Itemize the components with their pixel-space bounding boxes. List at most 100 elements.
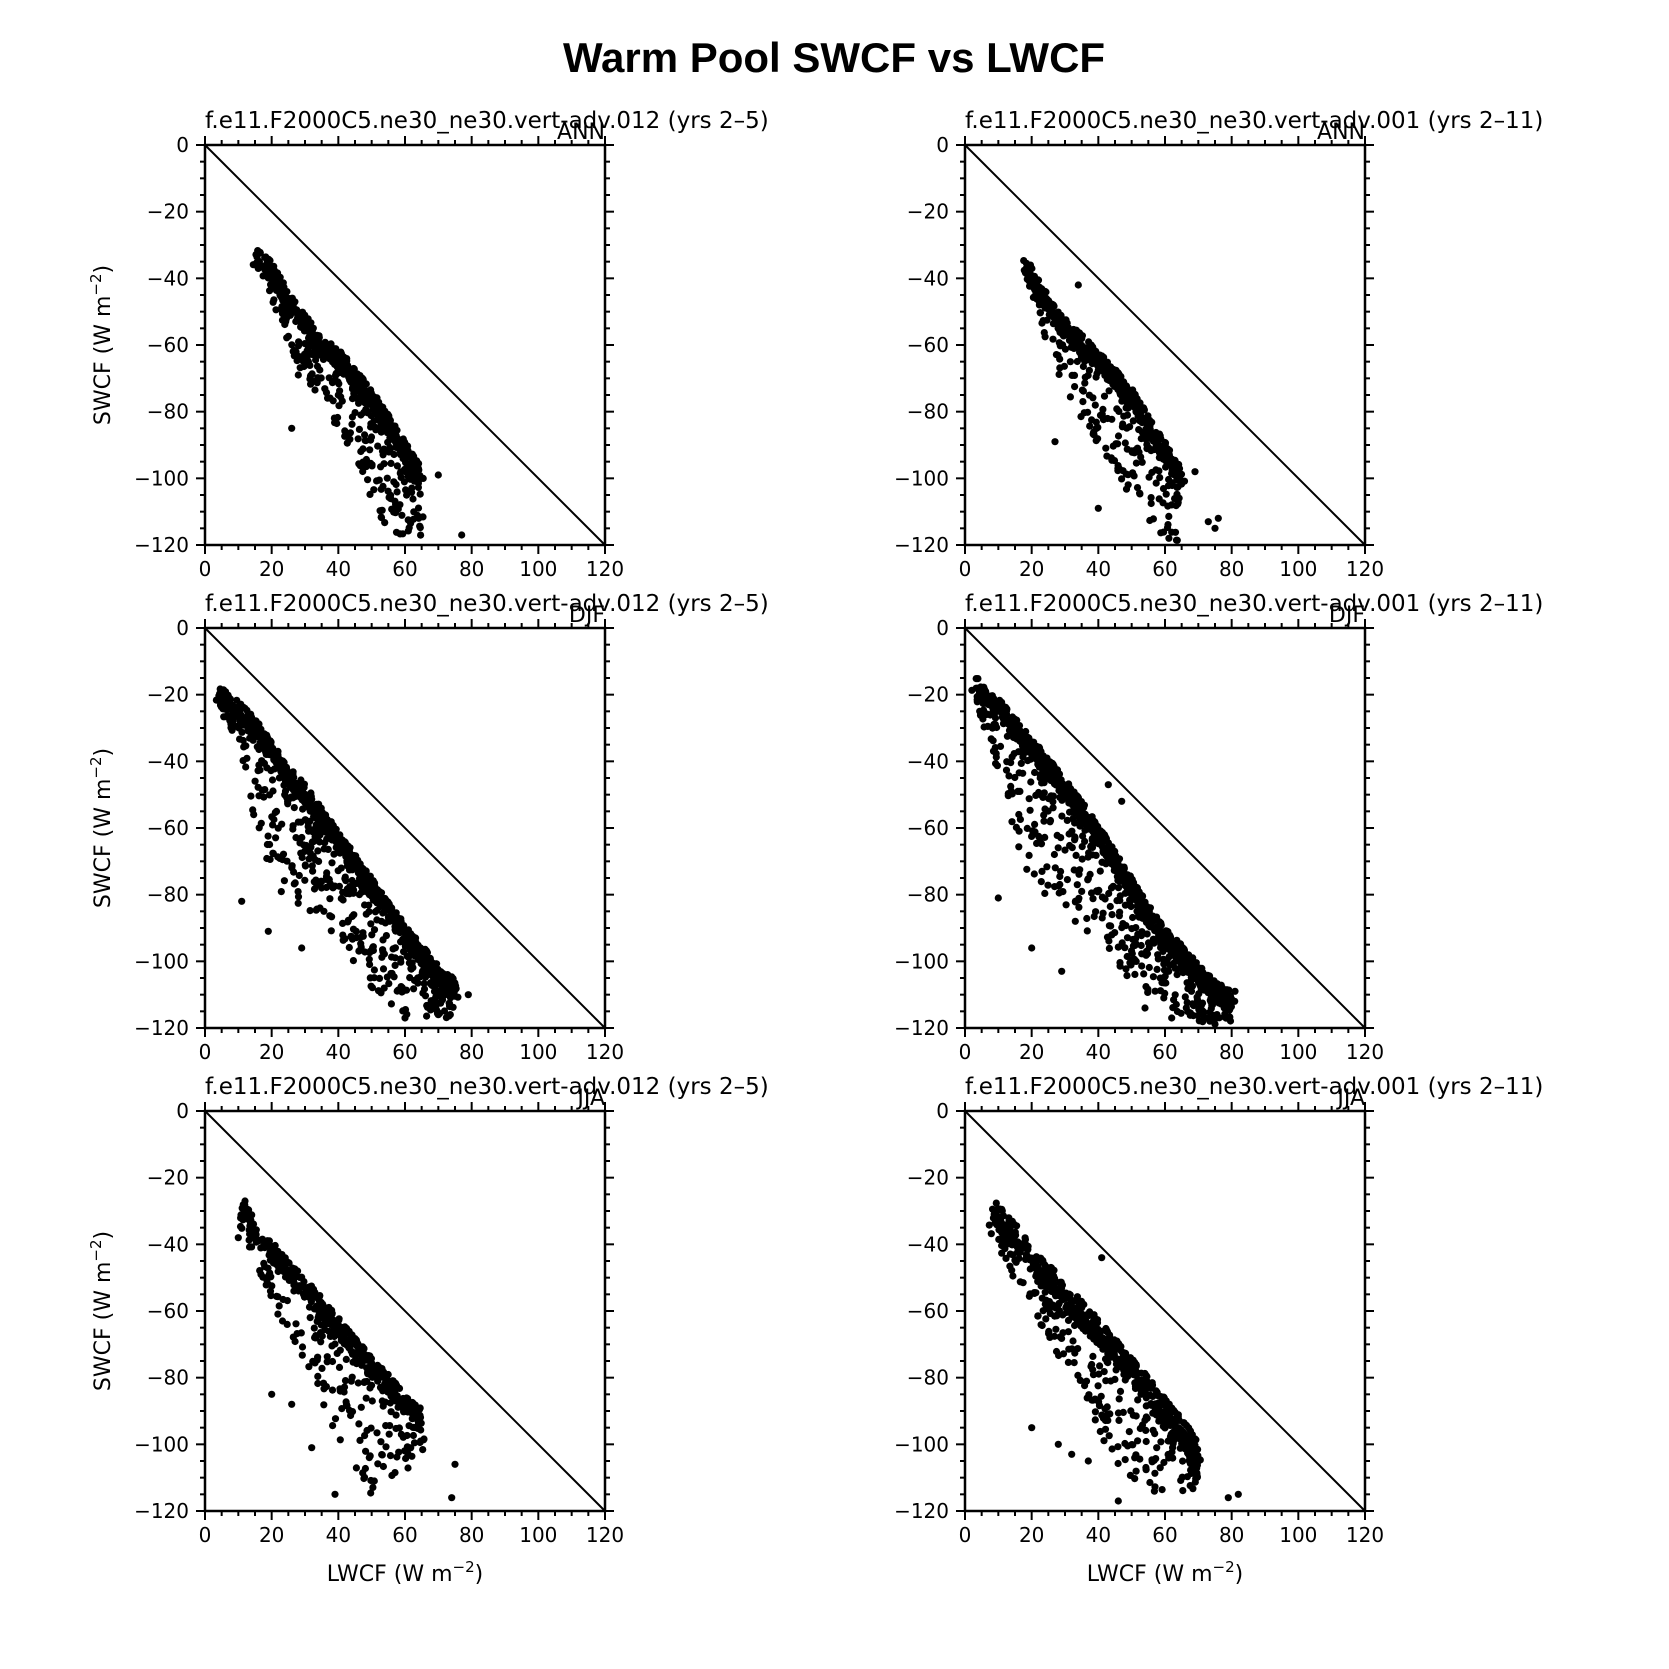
data-point <box>1083 818 1091 826</box>
data-point <box>377 1438 385 1446</box>
y-tick-label: −120 <box>134 533 189 557</box>
data-point <box>1043 316 1051 324</box>
data-point <box>294 818 302 826</box>
axis-ticks <box>196 1102 614 1520</box>
data-point <box>1129 417 1137 425</box>
data-point <box>298 1343 307 1351</box>
data-point <box>390 973 398 981</box>
data-point <box>407 1444 415 1452</box>
data-point <box>291 879 299 887</box>
data-point <box>287 793 295 801</box>
y-tick-label: −40 <box>907 266 949 290</box>
y-tick-label: 0 <box>936 133 949 157</box>
data-point <box>1157 529 1165 537</box>
data-point <box>1140 898 1148 906</box>
data-point <box>387 491 395 499</box>
data-point <box>1051 864 1059 872</box>
data-point <box>1199 1018 1207 1026</box>
data-point <box>1132 459 1140 467</box>
data-point <box>1181 956 1189 965</box>
data-point <box>269 850 277 858</box>
data-point <box>1040 329 1048 337</box>
data-point <box>1137 932 1145 940</box>
data-point <box>302 316 310 324</box>
y-axis-label-exponent: −2 <box>87 1239 105 1261</box>
data-point <box>270 815 278 824</box>
data-point <box>314 847 322 855</box>
data-point <box>1206 1008 1214 1016</box>
panel-title: f.e11.F2000C5.ne30_ne30.vert-adv.012 (yr… <box>205 591 769 617</box>
data-point <box>989 705 997 713</box>
data-point <box>406 974 414 982</box>
data-point <box>1077 798 1085 806</box>
data-point <box>322 811 330 819</box>
data-point <box>1071 805 1079 814</box>
data-point <box>1067 334 1076 342</box>
data-point <box>336 1436 344 1444</box>
data-point <box>1078 843 1086 851</box>
data-point <box>1066 358 1074 366</box>
data-point <box>1022 727 1030 736</box>
data-point <box>1051 883 1059 891</box>
data-point <box>254 767 262 775</box>
data-point <box>414 979 422 987</box>
data-point <box>341 935 349 943</box>
data-point <box>1141 1004 1149 1012</box>
data-point <box>1168 1014 1176 1022</box>
y-axis-label-close: ) <box>91 1231 116 1240</box>
panels: f.e11.F2000C5.ne30_ne30.vert-adv.012 (yr… <box>87 108 1543 1587</box>
data-point <box>339 888 347 896</box>
x-tick-label: 20 <box>259 1523 284 1547</box>
data-point <box>1175 465 1184 473</box>
data-point <box>349 957 357 965</box>
data-point <box>445 1002 454 1010</box>
reference-line <box>964 627 1366 1029</box>
data-point <box>398 511 406 519</box>
data-point <box>267 751 275 759</box>
data-point <box>310 826 318 834</box>
data-point <box>253 253 261 261</box>
data-point <box>1057 867 1065 876</box>
data-point <box>335 380 343 388</box>
data-point <box>348 420 356 428</box>
data-point <box>378 447 387 455</box>
data-point <box>405 1422 413 1430</box>
data-point <box>1111 929 1119 937</box>
data-point <box>295 317 303 325</box>
data-point <box>1189 954 1197 962</box>
data-point <box>1015 722 1024 730</box>
axis-ticks <box>196 619 614 1037</box>
data-point <box>341 1325 349 1333</box>
data-point <box>368 1397 376 1405</box>
data-point <box>391 497 399 505</box>
data-point <box>1054 844 1062 852</box>
data-point <box>1009 1272 1017 1280</box>
y-tick-label: −100 <box>134 466 189 490</box>
data-point <box>397 958 405 966</box>
data-point <box>417 1426 425 1434</box>
data-point <box>304 819 312 827</box>
data-point <box>1024 741 1032 749</box>
data-point <box>1084 875 1092 883</box>
data-point <box>348 1350 357 1358</box>
data-point <box>1098 914 1106 922</box>
data-point <box>1104 855 1112 863</box>
axis-ticks <box>196 136 614 554</box>
data-point <box>1163 523 1172 532</box>
data-point <box>374 412 382 420</box>
data-point <box>400 449 408 457</box>
data-point <box>306 791 314 799</box>
data-point <box>1146 516 1154 525</box>
y-axis-label-text: SWCF (W m <box>91 296 116 426</box>
data-point <box>1105 937 1113 945</box>
data-point <box>419 513 427 521</box>
data-point <box>315 800 323 808</box>
data-point <box>1173 536 1181 544</box>
data-point <box>1131 941 1139 950</box>
scatter-panel: f.e11.F2000C5.ne30_ne30.vert-adv.001 (yr… <box>894 591 1543 1064</box>
data-point <box>1030 278 1038 286</box>
data-point <box>289 822 297 830</box>
data-point <box>1133 890 1141 899</box>
data-point <box>1206 1017 1214 1025</box>
data-point <box>410 1439 419 1447</box>
